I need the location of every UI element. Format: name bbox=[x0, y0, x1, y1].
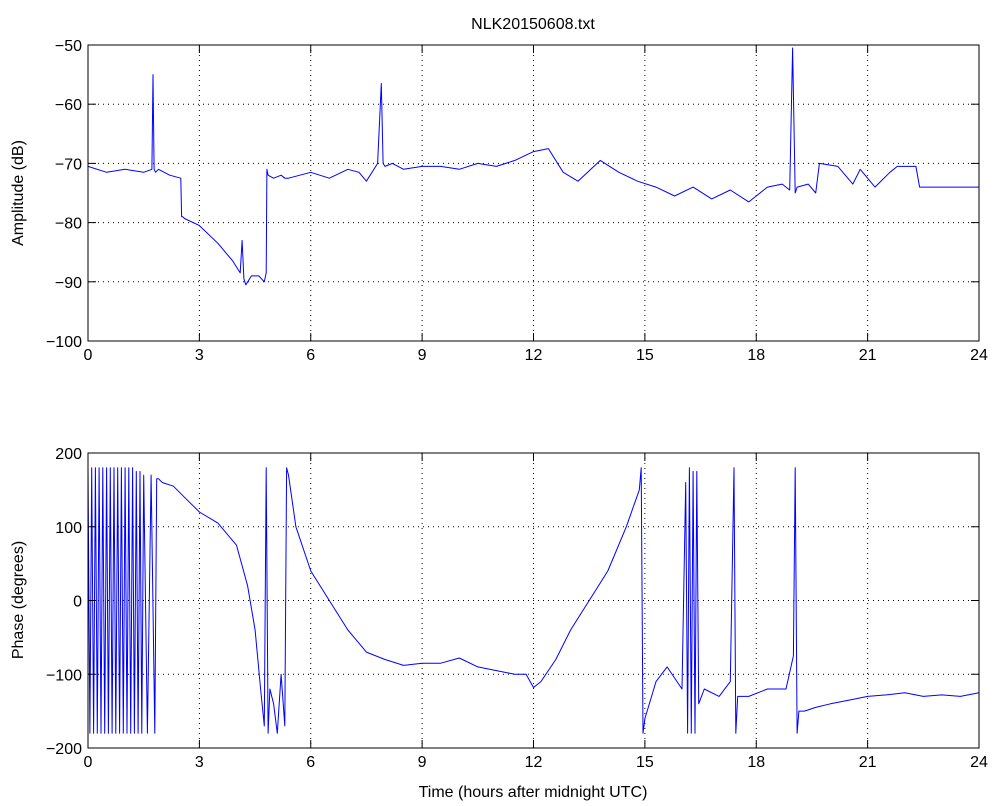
x-tick-label: 0 bbox=[84, 754, 93, 771]
y-tick-label: −70 bbox=[55, 156, 82, 173]
x-tick-label: 9 bbox=[418, 754, 427, 771]
y-tick-label: 100 bbox=[55, 520, 82, 537]
x-tick-label: 6 bbox=[306, 347, 315, 364]
y-tick-label: −90 bbox=[55, 275, 82, 292]
y-tick-label: −100 bbox=[46, 667, 82, 684]
phase-series-line bbox=[87, 467, 980, 734]
y-tick-label: −50 bbox=[55, 38, 82, 55]
x-tick-label: 18 bbox=[747, 347, 765, 364]
y-tick-label: −80 bbox=[55, 216, 82, 233]
y-tick-label: −100 bbox=[46, 334, 82, 351]
amplitude-ticks: 0 3 6 9 12 15 18 21 24 −50 −60 −70 −80 −90 −100 bbox=[46, 38, 988, 364]
y-tick-label: −200 bbox=[46, 741, 82, 758]
x-tick-label: 0 bbox=[84, 347, 93, 364]
phase-ticks: 0 3 6 9 12 15 18 21 24 200 100 0 −100 −200 bbox=[46, 446, 988, 771]
x-tick-label: 24 bbox=[970, 347, 988, 364]
x-tick-label: 15 bbox=[636, 347, 654, 364]
x-tick-label: 15 bbox=[636, 754, 654, 771]
phase-x-axis-label: Time (hours after midnight UTC) bbox=[419, 784, 648, 801]
x-tick-label: 21 bbox=[859, 754, 877, 771]
amplitude-series-line bbox=[87, 47, 979, 286]
x-tick-label: 12 bbox=[525, 347, 543, 364]
x-tick-label: 18 bbox=[747, 754, 765, 771]
x-tick-label: 21 bbox=[859, 347, 877, 364]
x-tick-label: 12 bbox=[525, 754, 543, 771]
amplitude-grid bbox=[88, 45, 979, 341]
amplitude-y-axis-label: Amplitude (dB) bbox=[10, 140, 27, 246]
y-tick-label: 200 bbox=[55, 446, 82, 463]
phase-grid bbox=[88, 453, 979, 748]
x-tick-label: 3 bbox=[195, 754, 204, 771]
amplitude-plot-area bbox=[88, 45, 979, 341]
amplitude-chart: 0 3 6 9 12 15 18 21 24 −50 −60 −70 −80 −90 −100 NLK201… bbox=[10, 16, 988, 364]
x-tick-label: 9 bbox=[418, 347, 427, 364]
amplitude-chart-title: NLK20150608.txt bbox=[471, 16, 595, 33]
phase-y-axis-label: Phase (degrees) bbox=[10, 541, 27, 659]
phase-chart: 0 3 6 9 12 15 18 21 24 200 100 0 −100 −200 Time (hour… bbox=[10, 446, 988, 801]
x-tick-label: 3 bbox=[195, 347, 204, 364]
y-tick-label: 0 bbox=[73, 594, 82, 611]
y-tick-label: −60 bbox=[55, 97, 82, 114]
x-tick-label: 6 bbox=[306, 754, 315, 771]
x-tick-label: 24 bbox=[970, 754, 988, 771]
